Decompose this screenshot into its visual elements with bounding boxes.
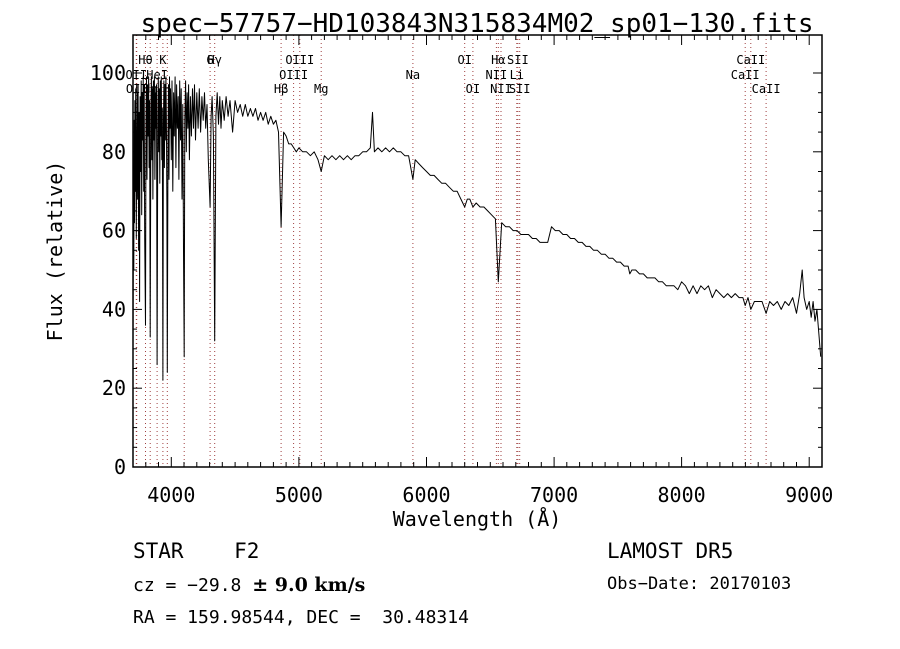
spectral-line-label: CaII <box>752 82 781 96</box>
x-tick-label: 9000 <box>785 483 833 507</box>
y-tick-label: 0 <box>114 455 126 479</box>
spectral-line-label: HeI <box>146 68 168 82</box>
radial-velocity-text: cz = −29.8 ± 9.0 km/s <box>133 574 365 596</box>
spectral-line-label: Mg <box>314 82 328 96</box>
spectral-line-label: Na <box>406 68 420 82</box>
spectral-line-label: Hα <box>491 53 505 67</box>
x-tick-label: 5000 <box>275 483 323 507</box>
spectral-line-label: Hγ <box>207 53 221 67</box>
spectral-line-label: K <box>159 53 167 67</box>
y-tick-label: 20 <box>102 376 126 400</box>
spectral-line-label: CaII <box>736 53 765 67</box>
cz-error-value: ± 9.0 km/s <box>252 574 365 596</box>
spectral-line-label: OIII <box>279 68 308 82</box>
spectral-line-label: OII <box>125 68 147 82</box>
plot-title: spec−57757−HD103843N315834M02_sp01−130.f… <box>140 9 813 39</box>
x-tick-label: 4000 <box>147 483 195 507</box>
y-tick-label: 80 <box>102 140 126 164</box>
obs-date-text: Obs−Date: 20170103 <box>607 574 791 594</box>
coordinates-text: RA = 159.98544, DEC = 30.48314 <box>133 607 469 628</box>
x-tick-label: 8000 <box>658 483 706 507</box>
survey-name: LAMOST DR5 <box>607 539 733 563</box>
x-tick-label: 6000 <box>402 483 450 507</box>
spectral-line-label: Hβ <box>274 82 288 96</box>
plot-frame <box>132 34 823 468</box>
spectral-line-label: CaII <box>731 68 760 82</box>
spectral-line-label: Hθ <box>138 53 152 67</box>
plot-area: OIIOIIHθHηHeIKHGHγHβOIIIOIIIMgNaOIOINIIH… <box>90 34 833 507</box>
y-tick-label: 100 <box>90 61 126 85</box>
spectral-line-label: SII <box>509 82 531 96</box>
spectral-line-label: Li <box>510 68 524 82</box>
spectral-line-label: H <box>164 82 171 96</box>
spectral-line-label: OI <box>466 82 480 96</box>
spectral-line-label: NII <box>490 82 512 96</box>
y-tick-label: 40 <box>102 297 126 321</box>
spectral-line-label: NII <box>486 68 508 82</box>
y-tick-label: 60 <box>102 219 126 243</box>
x-tick-label: 7000 <box>530 483 578 507</box>
spectral-line-label: OIII <box>285 53 314 67</box>
y-axis-label: Flux (relative) <box>43 161 67 342</box>
spectral-line-label: OI <box>457 53 471 67</box>
cz-prefix: cz = −29.8 <box>133 575 252 596</box>
spectral-line-label: G <box>206 53 213 67</box>
x-axis-label: Wavelength (Å) <box>393 507 562 531</box>
spectral-line-label: SII <box>507 53 529 67</box>
spectrum-trace <box>133 76 822 381</box>
classification-text: STAR F2 <box>133 539 259 563</box>
